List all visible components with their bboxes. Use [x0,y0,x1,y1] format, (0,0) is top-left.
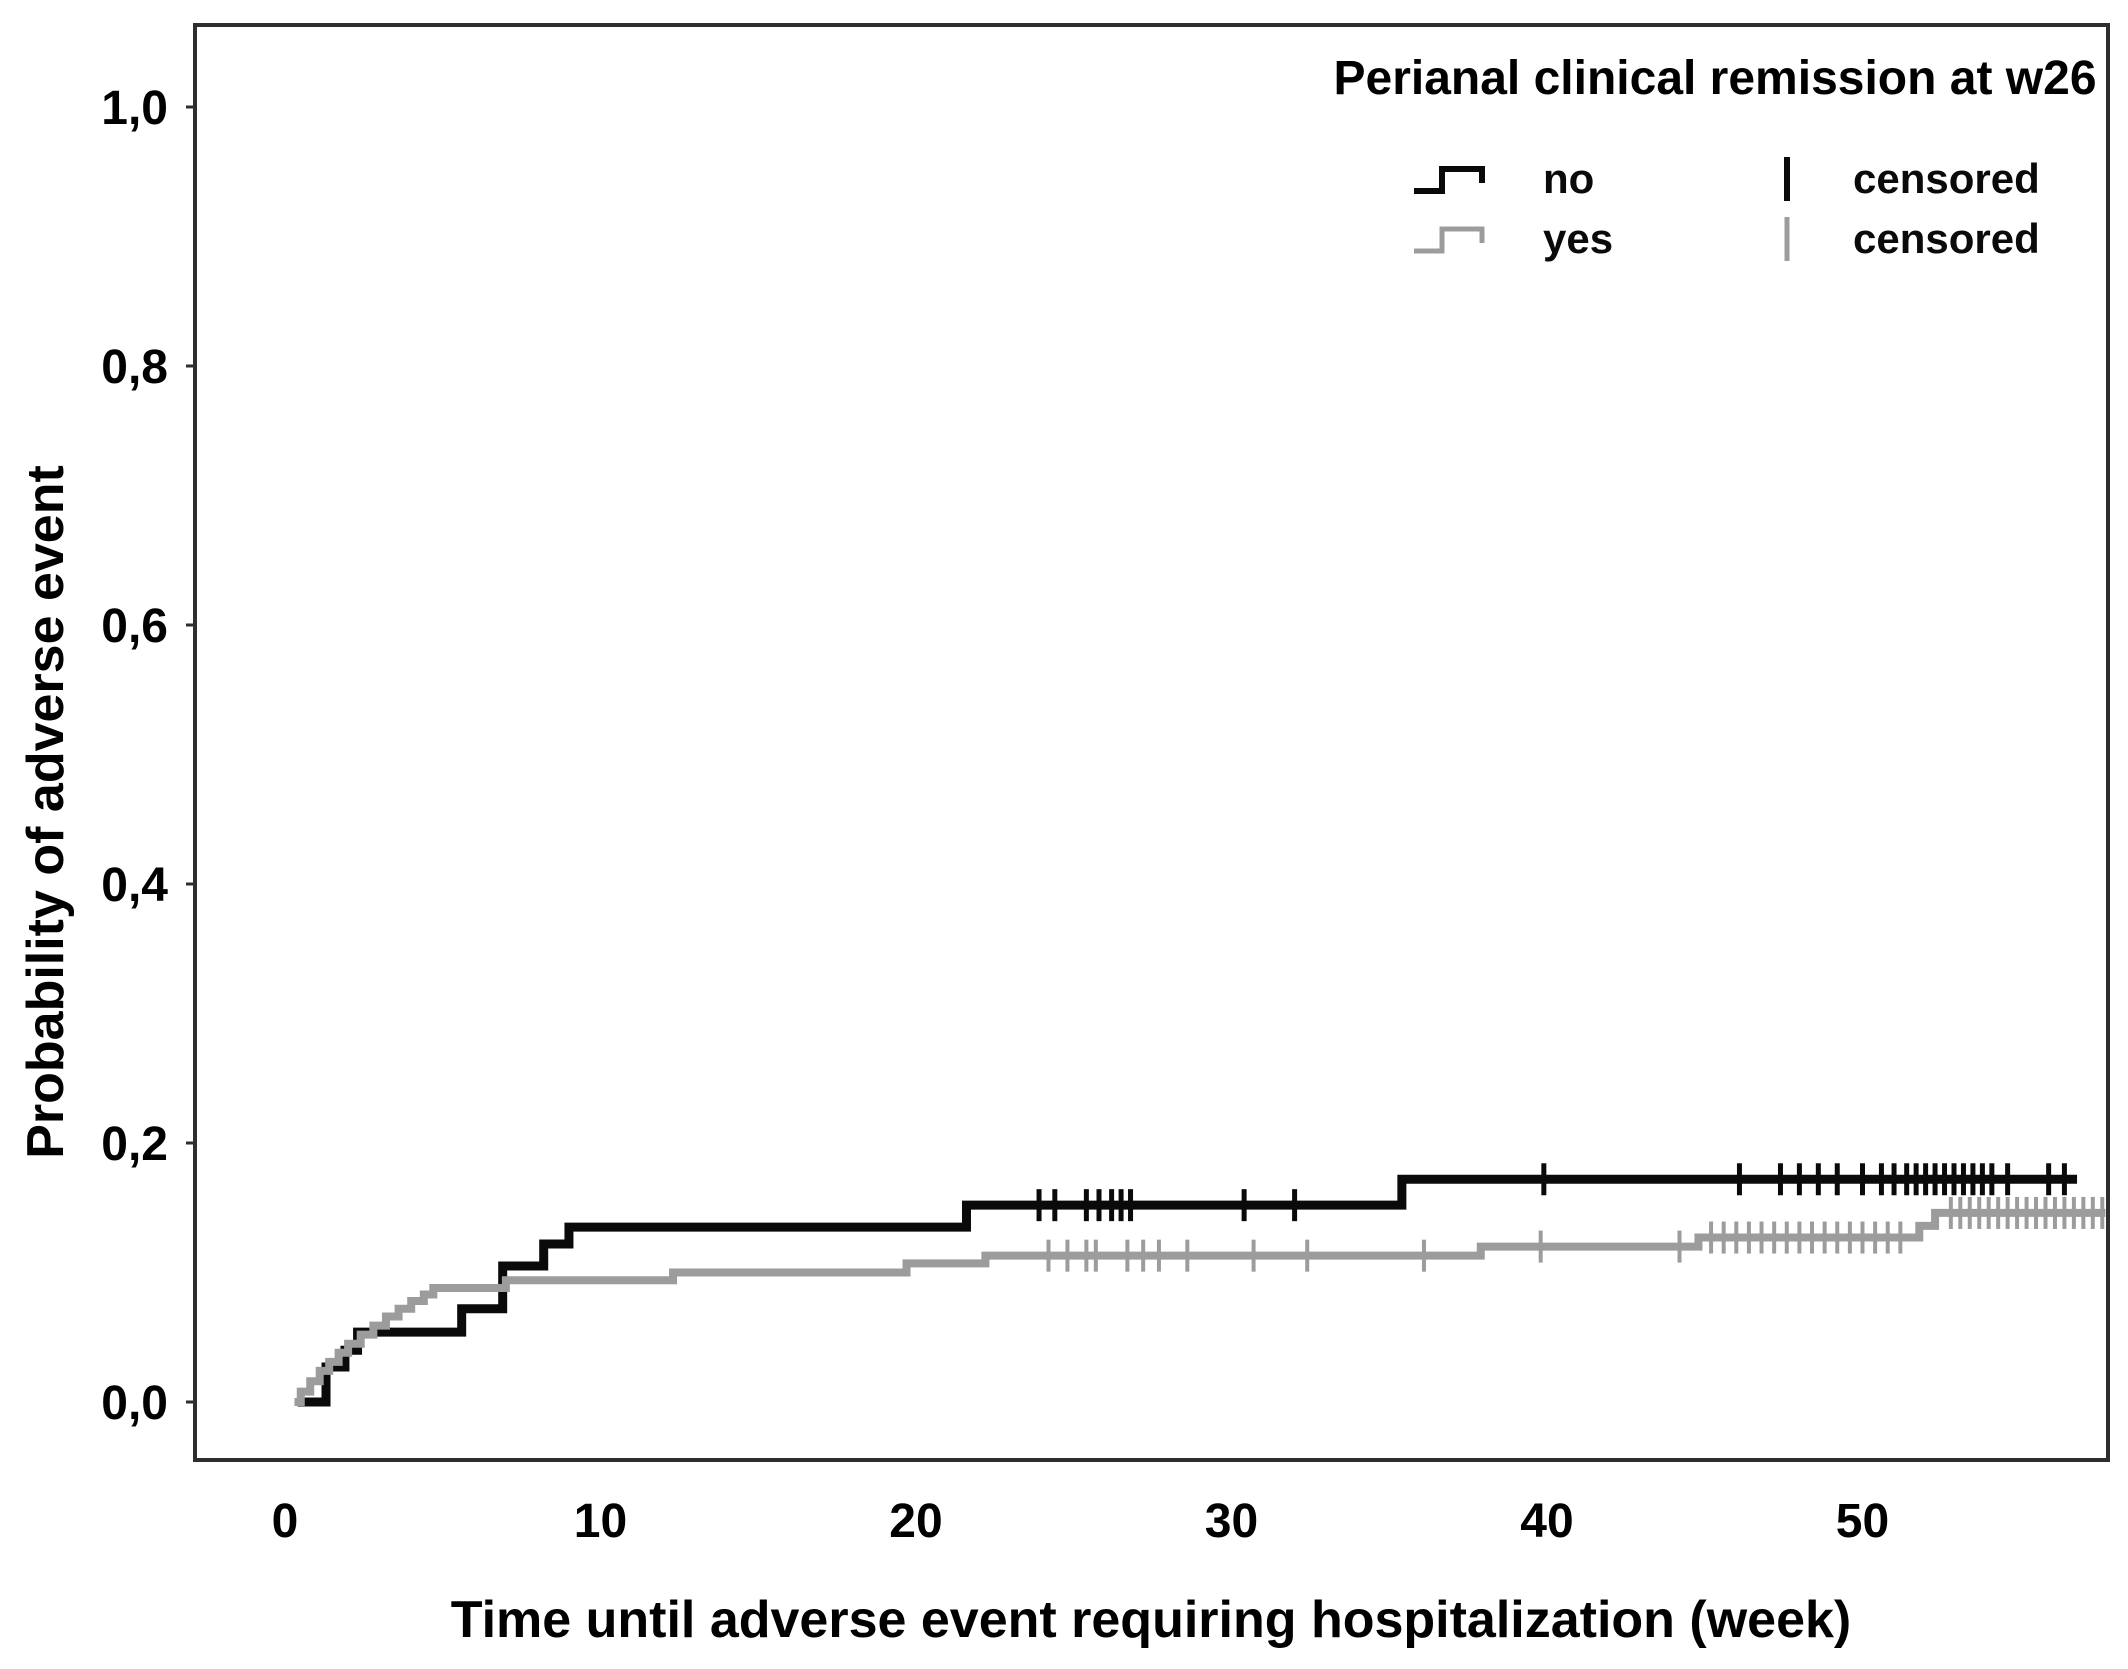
plot-border [193,23,2110,1462]
x-tick-label: 20 [889,1495,942,1548]
x-tick-label: 0 [272,1495,299,1548]
y-tick-label: 1,0 [101,82,168,135]
y-tick-label: 0,0 [101,1377,168,1430]
step-line-yes-icon [1414,226,1485,254]
legend-label-yes: yes [1543,215,1614,262]
y-tick-label: 0,4 [101,859,168,912]
x-axis-title: Time until adverse event requiring hospi… [450,1591,1852,1649]
x-tick-label: 40 [1520,1495,1573,1548]
x-tick-label: 30 [1205,1495,1258,1548]
legend-title: Perianal clinical remission at w26 [1333,52,2097,105]
legend-items: no censored yes censored [1310,153,2120,265]
censored-tick-gray-icon [1784,217,1790,261]
censored-tick-black-icon [1784,157,1790,201]
legend-label-censored-yes: censored [1853,215,2040,262]
legend: Perianal clinical remission at w26 no ce… [1310,50,2120,265]
step-line-no-icon [1414,166,1485,194]
series-no-curve [297,1174,2078,1407]
legend-label-no: no [1543,155,1595,202]
series-yes-curve [294,1208,2106,1406]
y-tick-label: 0,2 [101,1118,168,1171]
x-tick-label: 10 [574,1495,627,1548]
x-tick-label: 50 [1836,1495,1889,1548]
legend-label-censored-no: censored [1853,155,2040,202]
y-tick-label: 0,6 [101,600,168,653]
y-tick-label: 0,8 [101,341,168,394]
y-axis-title: Probability of adverse event [17,465,75,1159]
